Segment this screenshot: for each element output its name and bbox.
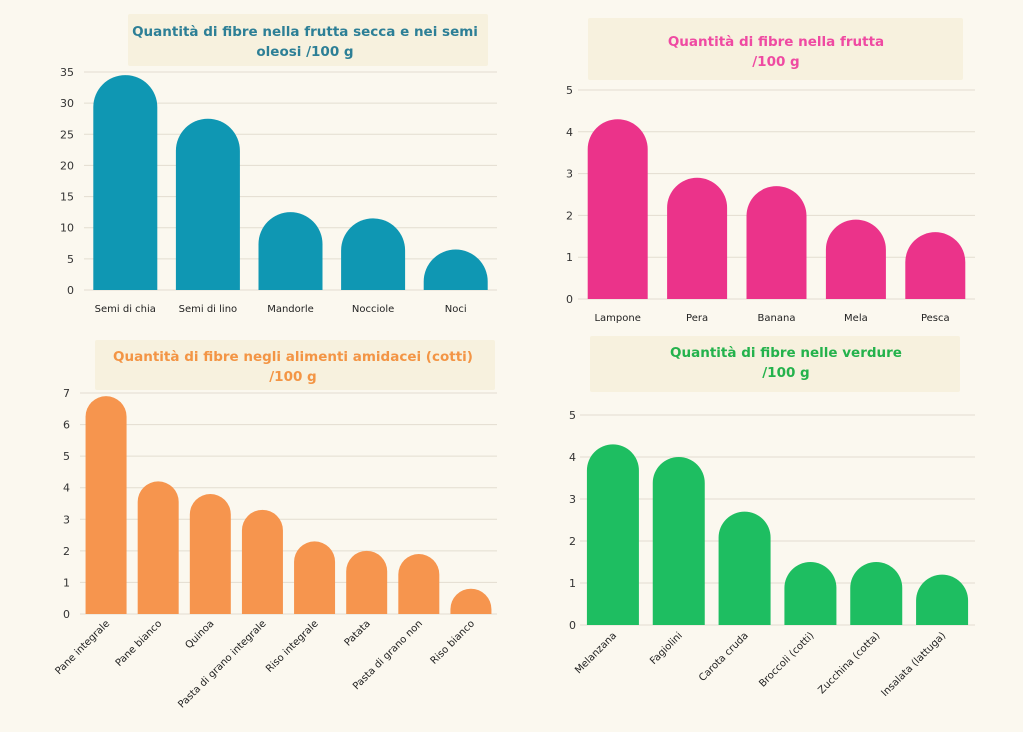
bar — [652, 457, 705, 625]
y-tick-label: 1 — [569, 577, 576, 590]
category-label: Mela — [844, 313, 868, 324]
category-label: Noci — [445, 304, 467, 315]
chart-title-box — [588, 18, 963, 80]
bar — [718, 511, 771, 625]
y-tick-label: 5 — [63, 450, 70, 463]
bar — [450, 588, 492, 614]
category-label: Semi di chia — [95, 304, 156, 315]
chart-panel-1: Quantità di fibre nella frutta secca e n… — [60, 14, 497, 315]
y-tick-label: 0 — [569, 619, 576, 632]
y-tick-label: 30 — [60, 97, 74, 110]
y-tick-label: 3 — [566, 168, 573, 181]
y-tick-label: 4 — [63, 482, 70, 495]
bar — [258, 212, 323, 290]
chart-title-box — [128, 14, 488, 66]
category-label: Pera — [686, 313, 708, 324]
bar — [784, 562, 837, 625]
bar — [398, 554, 440, 614]
y-tick-label: 1 — [63, 576, 70, 589]
chart-title-box — [590, 336, 960, 392]
y-tick-label: 10 — [60, 222, 74, 235]
bar — [850, 562, 903, 625]
y-tick-label: 2 — [566, 209, 573, 222]
y-tick-label: 5 — [67, 253, 74, 266]
bar — [341, 218, 406, 290]
y-tick-label: 2 — [569, 535, 576, 548]
chart-title-line: Quantità di fibre nella frutta — [668, 34, 884, 50]
bar — [189, 494, 231, 614]
chart-title-line: /100 g — [269, 369, 316, 385]
category-label: Lampone — [594, 313, 640, 324]
y-tick-label: 4 — [569, 451, 576, 464]
y-tick-label: 20 — [60, 159, 74, 172]
y-tick-label: 1 — [566, 251, 573, 264]
chart-title-line: /100 g — [762, 365, 809, 381]
y-tick-label: 3 — [63, 513, 70, 526]
y-tick-label: 6 — [63, 419, 70, 432]
category-label: Banana — [758, 313, 796, 324]
y-tick-label: 15 — [60, 191, 74, 204]
bar — [905, 232, 966, 299]
category-label: Semi di lino — [179, 304, 238, 315]
category-label: Mandorle — [267, 304, 314, 315]
bar — [175, 118, 240, 290]
chart-panel-2: Quantità di fibre nella frutta/100 g 0 1 2 3… — [566, 18, 975, 324]
chart-title-line: Quantità di fibre negli alimenti amidace… — [113, 349, 473, 365]
bar — [586, 444, 639, 625]
bar — [346, 550, 388, 614]
chart-title-line: /100 g — [752, 54, 799, 70]
chart-title-line: Quantità di fibre nelle verdure — [670, 345, 902, 361]
bar — [825, 219, 886, 299]
y-tick-label: 0 — [566, 293, 573, 306]
y-tick-label: 0 — [63, 608, 70, 621]
bar — [667, 177, 728, 299]
bar — [423, 249, 488, 290]
y-tick-label: 25 — [60, 128, 74, 141]
y-tick-label: 5 — [569, 409, 576, 422]
y-tick-label: 7 — [63, 387, 70, 400]
bar — [241, 509, 283, 614]
bar — [137, 481, 179, 614]
y-tick-label: 0 — [67, 284, 74, 297]
chart-title-line: oleosi /100 g — [256, 44, 353, 60]
y-tick-label: 2 — [63, 545, 70, 558]
bar — [587, 119, 648, 299]
bar — [746, 186, 807, 299]
y-tick-label: 35 — [60, 66, 74, 79]
category-label: Nocciole — [352, 304, 394, 315]
bar — [294, 541, 336, 614]
bar — [93, 75, 158, 290]
bar — [916, 574, 969, 625]
chart-title-box — [95, 340, 495, 390]
y-tick-label: 5 — [566, 84, 573, 97]
chart-title-line: Quantità di fibre nella frutta secca e n… — [132, 24, 478, 40]
y-tick-label: 4 — [566, 126, 573, 139]
category-label: Pesca — [921, 313, 950, 324]
bar — [85, 396, 127, 614]
y-tick-label: 3 — [569, 493, 576, 506]
